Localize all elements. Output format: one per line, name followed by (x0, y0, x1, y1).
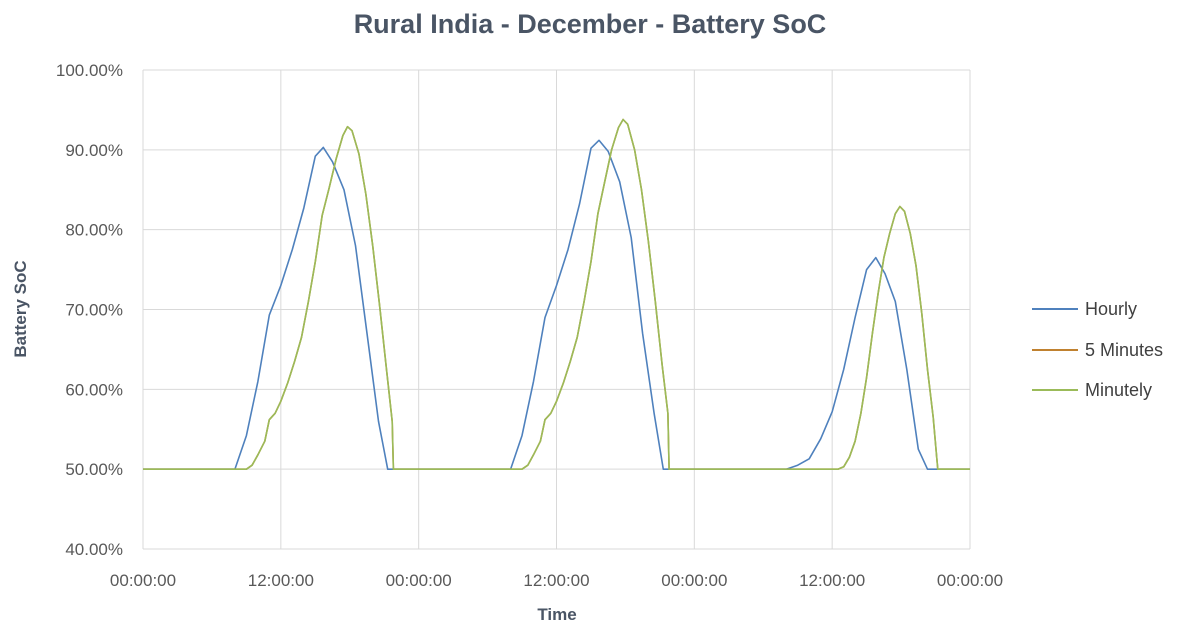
x-axis-title: Time (537, 605, 576, 624)
y-tick-label: 40.00% (65, 540, 123, 559)
y-tick-label: 90.00% (65, 141, 123, 160)
series-line-hourly (143, 139, 970, 470)
x-tick-label: 00:00:00 (937, 571, 1003, 590)
x-tick-label: 12:00:00 (523, 571, 589, 590)
x-tick-label: 12:00:00 (799, 571, 865, 590)
legend-label-5-minutes: 5 Minutes (1085, 340, 1163, 360)
y-tick-label: 70.00% (65, 301, 123, 320)
series-lines (143, 118, 970, 470)
y-tick-label: 80.00% (65, 221, 123, 240)
x-tick-label: 00:00:00 (661, 571, 727, 590)
y-axis-title: Battery SoC (11, 260, 30, 357)
x-axis-ticks: 00:00:00 12:00:00 00:00:00 12:00:00 00:00:00… (110, 571, 1003, 590)
legend-label-hourly: Hourly (1085, 299, 1137, 319)
x-tick-label: 00:00:00 (110, 571, 176, 590)
series-line-minutely (143, 118, 970, 470)
legend: Hourly 5 Minutes Minutely (1032, 299, 1163, 400)
x-tick-label: 12:00:00 (248, 571, 314, 590)
x-tick-label: 00:00:00 (386, 571, 452, 590)
y-axis-ticks: 40.00% 50.00% 60.00% 70.00% 80.00% 90.00% 100.… (56, 61, 123, 559)
chart-title: Rural India - December - Battery SoC (354, 9, 827, 39)
y-tick-label: 60.00% (65, 380, 123, 399)
y-tick-label: 100.00% (56, 61, 123, 80)
y-tick-label: 50.00% (65, 460, 123, 479)
gridlines (142, 69, 971, 550)
legend-label-minutely: Minutely (1085, 380, 1152, 400)
